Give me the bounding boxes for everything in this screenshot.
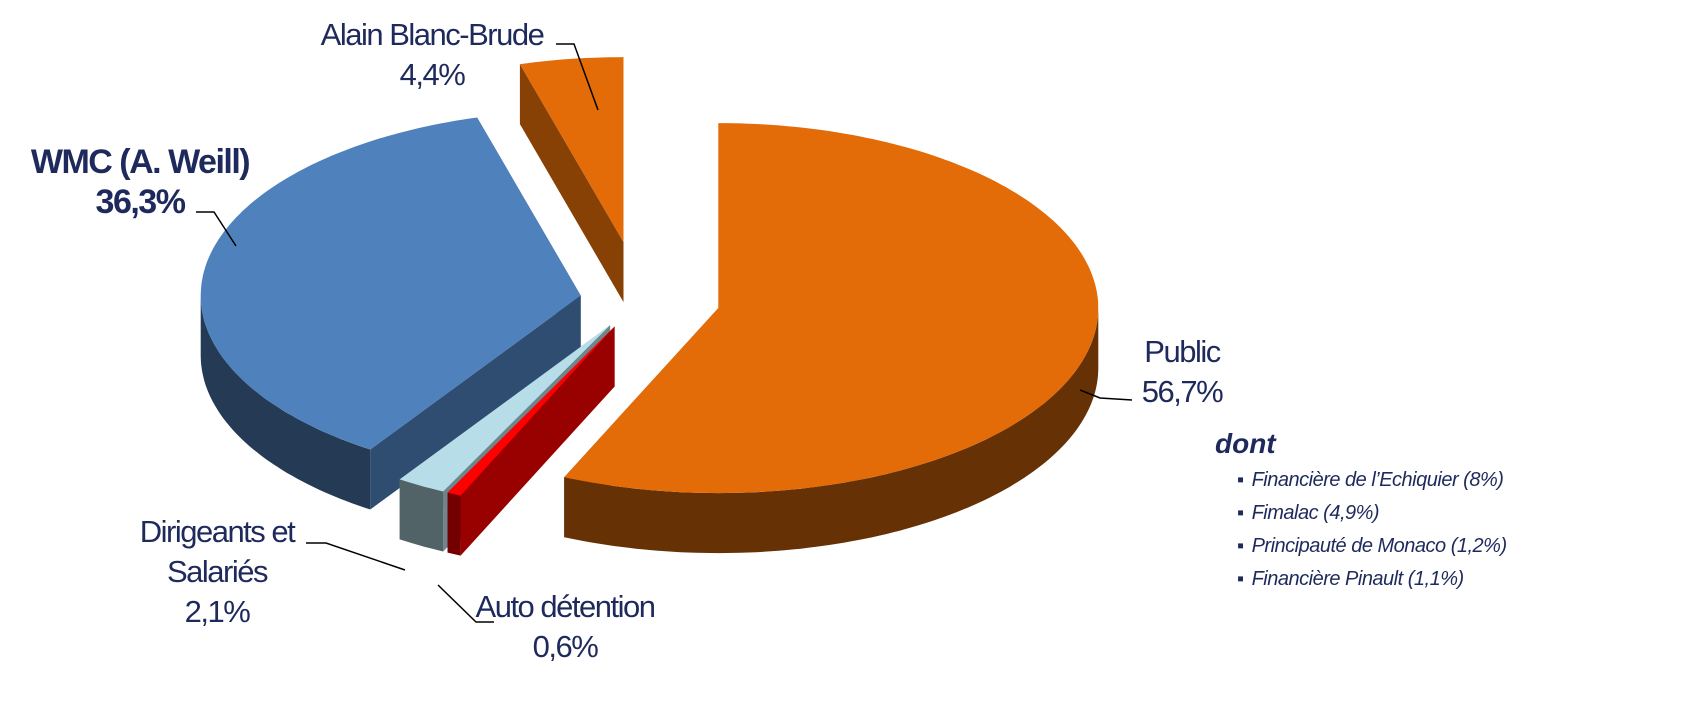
slice-value: 4,4%: [399, 57, 466, 92]
slice-label: Alain Blanc-Brude 4,4%: [320, 15, 545, 95]
slice-value: 36,3%: [95, 183, 186, 221]
leader-line: [196, 211, 237, 247]
slice: [447, 326, 615, 496]
slice-edge: [370, 295, 581, 510]
leader-line: [306, 542, 406, 571]
slice-label: Public 56,7%: [1141, 332, 1224, 412]
slice-edge: [447, 326, 615, 553]
slice-side: [447, 492, 461, 556]
note-list: Financière de l’Echiquier (8%)Fimalac (4…: [1237, 464, 1508, 596]
slice-name: Public: [1144, 334, 1221, 369]
pie: [200, 57, 1099, 556]
note: dont Financière de l’Echiquier (8%)Fimal…: [1215, 428, 1507, 596]
note-title: dont: [1215, 428, 1276, 459]
slice-side: [399, 479, 444, 552]
slice-label: WMC (A. Weill) 36,3%: [30, 142, 251, 222]
note-item: Principauté de Monaco (1,2%): [1237, 530, 1508, 563]
slice: [519, 57, 624, 243]
slice: [564, 123, 1099, 494]
slice: [200, 117, 581, 450]
slice-edge: [399, 325, 611, 540]
slice-name: WMC (A. Weill): [30, 143, 251, 181]
slice-side: [564, 308, 1099, 554]
slice: [399, 325, 611, 492]
slice-edge: [519, 64, 624, 303]
slice-name: Auto détention: [475, 589, 656, 624]
slice-label: Auto détention 0,6%: [475, 587, 656, 667]
leaders: [196, 43, 1133, 623]
slice-name: Dirigeants et Salariés: [139, 514, 296, 589]
slice-value: 56,7%: [1141, 374, 1224, 409]
slice-side: [200, 295, 371, 510]
slice-name: Alain Blanc-Brude: [320, 17, 545, 52]
slice-value: 0,6%: [532, 629, 599, 664]
slice-value: 2,1%: [184, 594, 251, 629]
slice-label: Dirigeants et Salariés 2,1%: [122, 512, 312, 632]
note-item: Financière Pinault (1,1%): [1237, 563, 1507, 596]
leader-line: [437, 584, 494, 623]
note-item: Fimalac (4,9%): [1237, 497, 1507, 530]
leader-line: [556, 43, 599, 111]
note-item: Financière de l’Echiquier (8%): [1237, 464, 1507, 497]
leader-line: [1079, 389, 1133, 401]
